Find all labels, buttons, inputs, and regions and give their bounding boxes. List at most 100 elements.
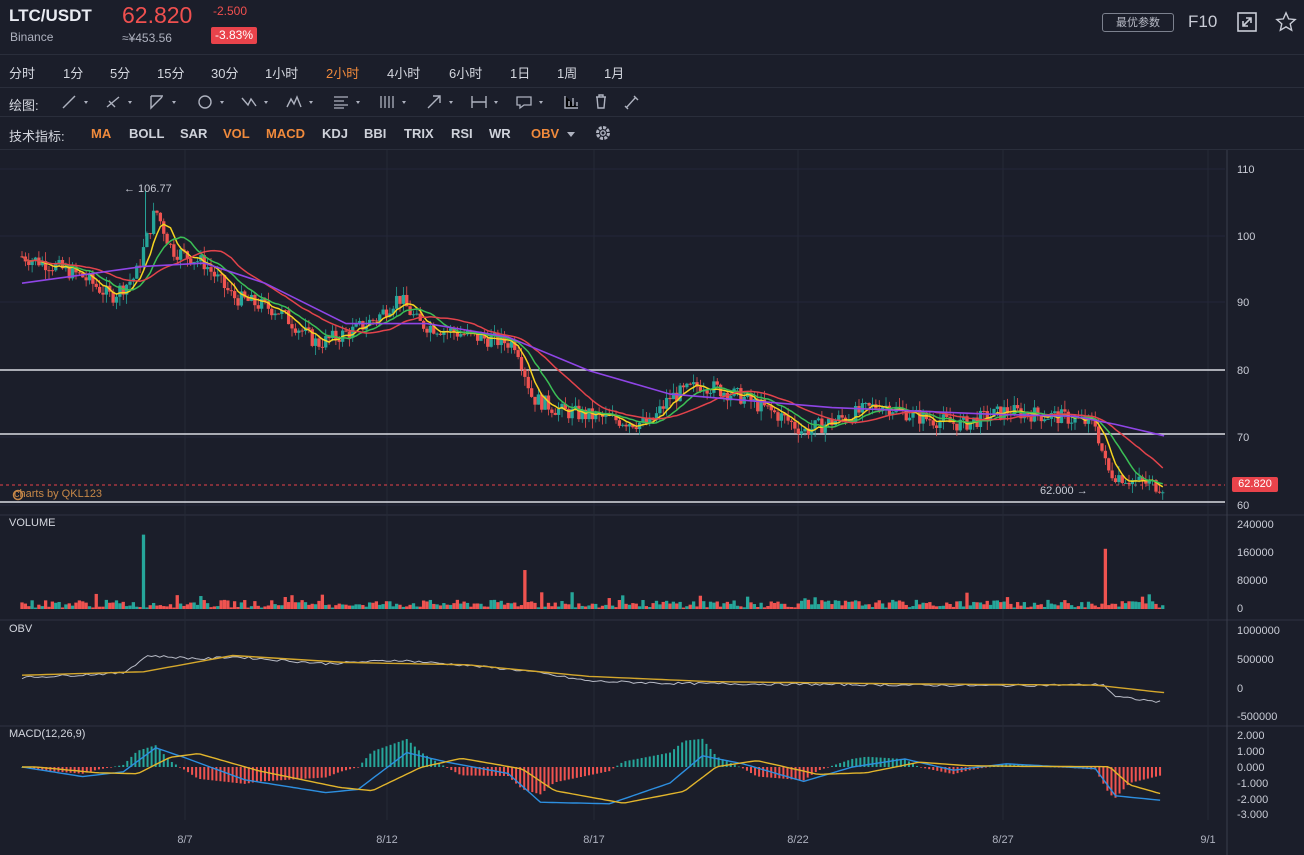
macd-histogram-bar — [178, 767, 181, 768]
candle-body — [455, 332, 460, 337]
period-tab[interactable]: 15分 — [157, 66, 185, 81]
volume-bar — [931, 605, 935, 609]
fib-tool-icon[interactable] — [332, 93, 366, 111]
pattern-tool-icon[interactable] — [285, 93, 319, 111]
candle-body — [337, 339, 341, 342]
volume-bar — [702, 601, 706, 609]
period-tab[interactable]: 30分 — [211, 66, 239, 81]
period-tab[interactable]: 6小时 — [449, 66, 483, 81]
volume-bar — [631, 603, 635, 609]
volume-bar — [70, 605, 75, 609]
indicator-macd[interactable]: MACD — [266, 126, 305, 141]
volume-bar — [928, 602, 932, 609]
ray-tool-icon[interactable] — [104, 93, 138, 111]
arrow-tool-icon[interactable] — [425, 93, 459, 111]
macd-histogram-bar — [579, 767, 582, 777]
fullscreen-icon[interactable] — [1237, 12, 1257, 32]
candle-body — [499, 334, 503, 346]
candle-body — [563, 403, 568, 410]
channel-tool-icon[interactable] — [148, 93, 182, 111]
macd-histogram-bar — [976, 767, 979, 769]
volume-bar — [627, 604, 632, 609]
indicator-bbi[interactable]: BBI — [364, 126, 387, 141]
candle-body — [972, 417, 976, 422]
volume-bar — [229, 607, 233, 609]
f10-button[interactable]: F10 — [1188, 12, 1218, 31]
candle-body — [428, 325, 433, 333]
candle-body — [1144, 480, 1148, 484]
brush-tool-icon[interactable] — [622, 93, 656, 111]
macd-histogram-bar — [470, 767, 473, 776]
indicator-trix[interactable]: TRIX — [404, 126, 434, 141]
macd-histogram-bar — [754, 767, 757, 776]
volume-bar — [830, 604, 834, 609]
indicator-wr[interactable]: WR — [489, 126, 511, 141]
volume-bar — [691, 601, 696, 609]
period-tab[interactable]: 1分 — [63, 66, 84, 81]
indicator-sar[interactable]: SAR — [180, 126, 208, 141]
volume-bar — [560, 601, 564, 609]
candle-body — [654, 413, 659, 421]
macd-histogram-bar — [980, 767, 983, 769]
magnet-tool-icon[interactable] — [562, 93, 596, 111]
line-tool-icon[interactable] — [60, 93, 94, 111]
kline-chart[interactable]: 8/7 8/12 8/17 8/22 8/27 9/1 110 100 90 80 70 60 ← 10… — [0, 150, 1304, 855]
macd-histogram-bar — [81, 767, 84, 774]
optimize-params-button[interactable]: 最优参数 — [1102, 13, 1174, 32]
macd-histogram-bar — [899, 758, 902, 767]
candle-body — [151, 210, 156, 234]
favorite-star-icon[interactable] — [1275, 11, 1297, 33]
measure-tool-icon[interactable] — [470, 93, 504, 111]
macd-histogram-bar — [1118, 767, 1121, 794]
macd-histogram-bar — [620, 762, 623, 767]
symbol-title[interactable]: LTC/USDT — [9, 6, 92, 25]
obv-dropdown-icon[interactable] — [567, 132, 575, 137]
volume-bar — [556, 606, 561, 609]
period-tab[interactable]: 5分 — [110, 66, 131, 81]
period-tab[interactable]: 4小时 — [387, 66, 421, 81]
period-tab[interactable]: 1月 — [604, 66, 625, 81]
macd-histogram-bar — [300, 767, 303, 779]
gann-tool-icon[interactable] — [378, 93, 412, 111]
volume-bar — [573, 607, 578, 609]
delete-drawings-icon[interactable] — [592, 93, 626, 111]
indicator-vol[interactable]: VOL — [223, 126, 250, 141]
zigzag-tool-icon[interactable] — [240, 93, 274, 111]
indicator-kdj[interactable]: KDJ — [322, 126, 349, 141]
volume-bar — [786, 606, 790, 609]
candle-body — [286, 310, 291, 325]
indicator-obv[interactable]: OBV — [531, 126, 560, 141]
indicator-ma[interactable]: MA — [91, 126, 112, 141]
candle-body — [1039, 414, 1043, 422]
period-tab[interactable]: 分时 — [9, 66, 36, 81]
volume-bar — [361, 604, 365, 609]
macd-histogram-bar — [867, 756, 870, 767]
volume-bar — [232, 601, 237, 609]
macd-histogram-bar — [478, 767, 481, 776]
ellipse-tool-icon[interactable] — [196, 93, 230, 111]
macd-histogram-bar — [519, 767, 522, 788]
volume-bar — [216, 606, 220, 609]
macd-histogram-bar — [502, 767, 505, 776]
text-note-tool-icon[interactable] — [515, 93, 549, 111]
candle-body — [550, 409, 554, 413]
volume-bar — [837, 600, 841, 609]
candle-body — [796, 428, 800, 434]
macd-histogram-bar — [446, 767, 449, 768]
period-tab[interactable]: 2小时 — [326, 66, 360, 81]
volume-bar — [729, 603, 733, 609]
volume-bar — [482, 606, 487, 609]
macd-histogram-bar — [292, 767, 295, 780]
volume-bar — [74, 602, 78, 609]
candle-body — [1053, 411, 1057, 414]
macd-histogram-bar — [745, 767, 748, 771]
indicator-settings-gear-icon[interactable] — [594, 124, 612, 142]
volume-bar — [506, 602, 510, 609]
period-tab[interactable]: 1小时 — [265, 66, 299, 81]
volume-bar — [978, 602, 983, 609]
indicator-rsi[interactable]: RSI — [451, 126, 473, 141]
indicator-boll[interactable]: BOLL — [129, 126, 165, 141]
candle-body — [502, 334, 507, 344]
period-tab[interactable]: 1日 — [510, 66, 531, 81]
period-tab[interactable]: 1周 — [557, 66, 578, 81]
